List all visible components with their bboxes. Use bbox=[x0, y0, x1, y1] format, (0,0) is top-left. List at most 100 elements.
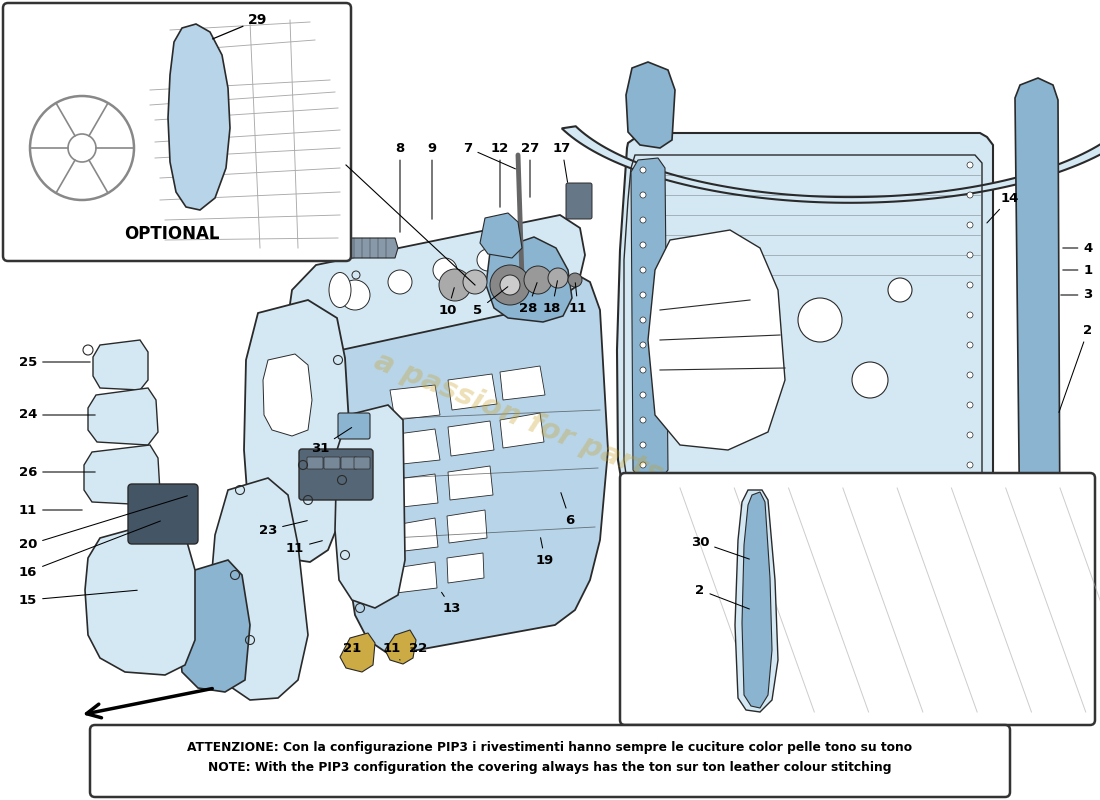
Polygon shape bbox=[244, 300, 350, 562]
Text: 19: 19 bbox=[536, 538, 554, 566]
Polygon shape bbox=[447, 553, 484, 583]
Text: 20: 20 bbox=[19, 496, 187, 551]
Polygon shape bbox=[448, 466, 493, 500]
Circle shape bbox=[798, 298, 842, 342]
Polygon shape bbox=[210, 478, 308, 700]
Text: 27: 27 bbox=[521, 142, 539, 198]
Text: 13: 13 bbox=[441, 592, 461, 614]
Circle shape bbox=[640, 462, 646, 468]
Text: 17: 17 bbox=[553, 142, 571, 182]
Text: 21: 21 bbox=[343, 642, 361, 654]
FancyBboxPatch shape bbox=[128, 484, 198, 544]
Polygon shape bbox=[631, 158, 668, 480]
Polygon shape bbox=[338, 268, 608, 655]
Circle shape bbox=[433, 258, 456, 282]
Circle shape bbox=[640, 317, 646, 323]
Polygon shape bbox=[390, 385, 440, 420]
Circle shape bbox=[463, 270, 487, 294]
Circle shape bbox=[640, 417, 646, 423]
FancyBboxPatch shape bbox=[338, 413, 370, 439]
Circle shape bbox=[967, 432, 974, 438]
Text: 2: 2 bbox=[695, 583, 749, 609]
FancyBboxPatch shape bbox=[3, 3, 351, 261]
Polygon shape bbox=[500, 366, 544, 400]
Circle shape bbox=[640, 392, 646, 398]
Circle shape bbox=[640, 342, 646, 348]
Circle shape bbox=[640, 292, 646, 298]
Polygon shape bbox=[263, 354, 312, 436]
Polygon shape bbox=[336, 405, 405, 608]
Circle shape bbox=[640, 367, 646, 373]
Polygon shape bbox=[562, 92, 1100, 202]
Polygon shape bbox=[84, 445, 160, 505]
Text: 11: 11 bbox=[569, 282, 587, 314]
Text: 22: 22 bbox=[409, 642, 427, 654]
Circle shape bbox=[640, 242, 646, 248]
Text: 11: 11 bbox=[383, 642, 402, 660]
Circle shape bbox=[967, 402, 974, 408]
Text: 28: 28 bbox=[519, 282, 537, 314]
FancyBboxPatch shape bbox=[299, 449, 373, 500]
Polygon shape bbox=[88, 388, 158, 445]
Circle shape bbox=[967, 312, 974, 318]
Circle shape bbox=[515, 242, 535, 262]
Text: 11: 11 bbox=[286, 541, 322, 554]
Text: 15: 15 bbox=[19, 590, 138, 606]
Polygon shape bbox=[486, 237, 572, 322]
Text: 26: 26 bbox=[19, 466, 96, 478]
FancyBboxPatch shape bbox=[620, 473, 1094, 725]
Polygon shape bbox=[1015, 78, 1060, 562]
Circle shape bbox=[967, 192, 974, 198]
Polygon shape bbox=[617, 133, 993, 562]
Text: 5: 5 bbox=[473, 286, 508, 317]
FancyBboxPatch shape bbox=[341, 457, 358, 469]
Text: 30: 30 bbox=[691, 535, 749, 559]
Circle shape bbox=[548, 268, 568, 288]
Polygon shape bbox=[390, 429, 440, 465]
Text: OPTIONAL: OPTIONAL bbox=[124, 225, 220, 243]
Polygon shape bbox=[395, 562, 437, 593]
Circle shape bbox=[340, 280, 370, 310]
Circle shape bbox=[888, 278, 912, 302]
Circle shape bbox=[477, 249, 499, 271]
Polygon shape bbox=[168, 24, 230, 210]
Text: 24: 24 bbox=[19, 409, 96, 422]
Polygon shape bbox=[626, 62, 675, 148]
Text: 25: 25 bbox=[19, 355, 90, 369]
Text: 31: 31 bbox=[311, 427, 352, 454]
Circle shape bbox=[490, 265, 530, 305]
FancyBboxPatch shape bbox=[307, 457, 323, 469]
Polygon shape bbox=[742, 492, 772, 708]
Circle shape bbox=[388, 270, 412, 294]
Text: ATTENZIONE: Con la configurazione PIP3 i rivestimenti hanno sempre le cuciture c: ATTENZIONE: Con la configurazione PIP3 i… bbox=[187, 742, 913, 754]
Circle shape bbox=[852, 362, 888, 398]
Text: 16: 16 bbox=[19, 521, 161, 578]
Circle shape bbox=[967, 222, 974, 228]
Circle shape bbox=[967, 372, 974, 378]
Circle shape bbox=[967, 462, 974, 468]
Polygon shape bbox=[85, 520, 195, 675]
Text: 2: 2 bbox=[1059, 323, 1092, 412]
FancyBboxPatch shape bbox=[354, 457, 370, 469]
Polygon shape bbox=[735, 490, 778, 712]
Polygon shape bbox=[315, 238, 398, 258]
Polygon shape bbox=[385, 630, 416, 664]
Text: 1: 1 bbox=[1063, 263, 1092, 277]
Circle shape bbox=[568, 273, 582, 287]
Circle shape bbox=[640, 442, 646, 448]
Polygon shape bbox=[480, 213, 522, 258]
Text: a passion for parts shop: a passion for parts shop bbox=[370, 347, 750, 522]
Circle shape bbox=[967, 162, 974, 168]
Text: 10: 10 bbox=[439, 288, 458, 317]
Polygon shape bbox=[395, 518, 438, 552]
Polygon shape bbox=[94, 340, 148, 390]
Circle shape bbox=[967, 342, 974, 348]
Circle shape bbox=[439, 269, 471, 301]
Circle shape bbox=[640, 217, 646, 223]
FancyBboxPatch shape bbox=[90, 725, 1010, 797]
Text: 29: 29 bbox=[212, 13, 267, 39]
Text: 18: 18 bbox=[542, 281, 561, 314]
Circle shape bbox=[640, 267, 646, 273]
Polygon shape bbox=[448, 374, 497, 410]
FancyBboxPatch shape bbox=[324, 457, 340, 469]
